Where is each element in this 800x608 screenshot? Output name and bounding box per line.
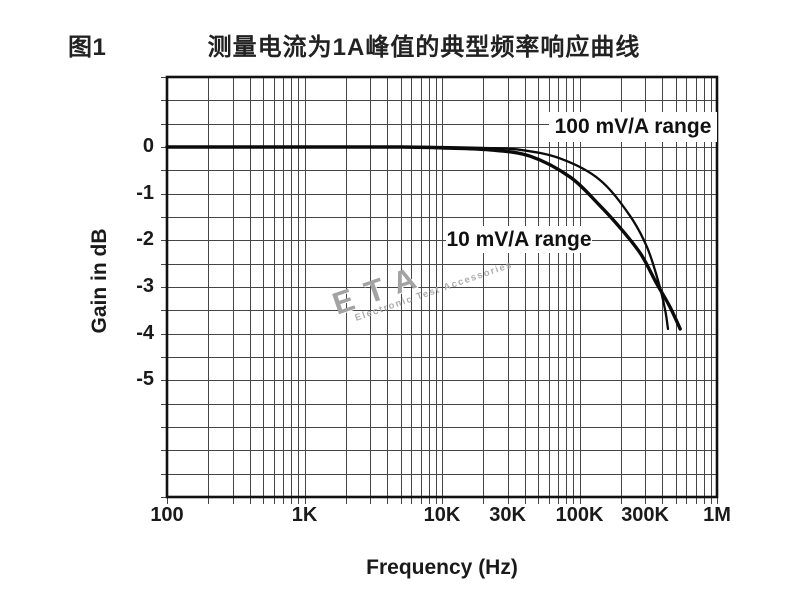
x-tick-label: 300K [621, 504, 669, 526]
curve-100mv-range [165, 145, 670, 331]
x-tick-label: 100 [150, 504, 184, 526]
chart-title: 测量电流为1A峰值的典型频率响应曲线 [207, 34, 641, 61]
x-tick-label: 30K [489, 504, 526, 526]
x-tick-label: 10K [423, 504, 461, 526]
x-tick-label: 1K [291, 504, 318, 526]
figure-label: 图1 [68, 34, 107, 61]
y-tick-label: 0 [142, 135, 154, 157]
y-tick-label: -4 [136, 321, 154, 344]
x-tick-label: 1M [703, 504, 731, 526]
y-tick-label: -5 [136, 368, 154, 391]
series-label-100mv-range: 100 mV/A range [549, 112, 717, 142]
y-tick-label: -2 [136, 228, 154, 251]
curve-10mv-range [165, 145, 682, 331]
series-label-10mv-range: 10 mV/A range [446, 226, 592, 253]
y-tick-label: -3 [136, 275, 154, 297]
x-tick-label: 100K [555, 504, 604, 526]
x-axis-title: Frequency (Hz) [366, 556, 518, 579]
y-tick-label: -1 [136, 181, 154, 204]
